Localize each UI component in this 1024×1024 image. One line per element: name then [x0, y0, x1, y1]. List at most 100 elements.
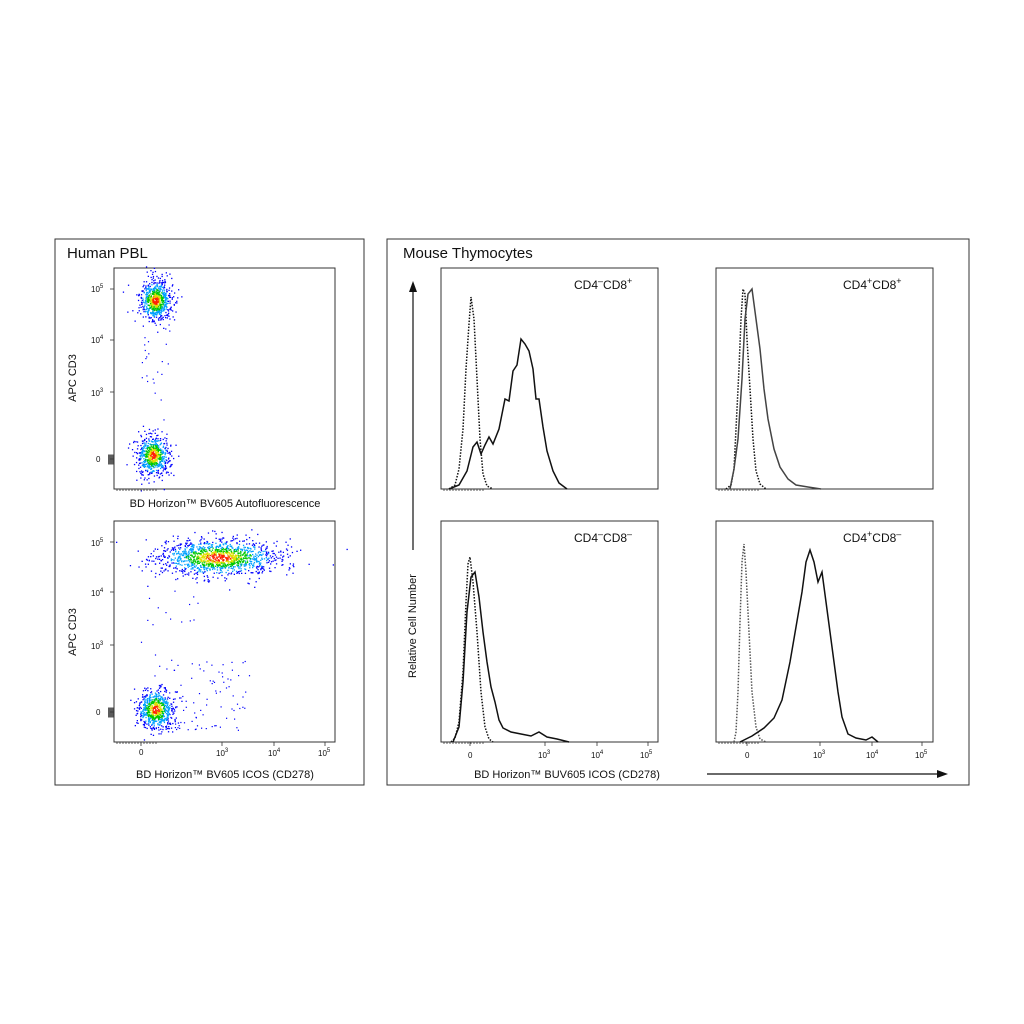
cd3-negative-event	[131, 449, 134, 451]
icos-positive-event	[185, 542, 187, 544]
cd3-negative-event	[150, 444, 152, 446]
icos-positive-event	[222, 553, 225, 555]
icos-negative-event	[167, 722, 169, 724]
sparse-event	[177, 664, 179, 666]
icos-negative-event	[143, 713, 145, 716]
cd3-positive-event	[157, 296, 159, 298]
cd3-positive-event	[146, 301, 149, 303]
cd3-negative-event	[135, 461, 138, 464]
icos-positive-event	[145, 566, 147, 568]
icos-positive-event	[254, 544, 256, 547]
icos-positive-event	[260, 568, 262, 570]
cd3-negative-event	[157, 447, 159, 449]
icos-positive-event	[160, 559, 162, 562]
icos-negative-event	[166, 700, 168, 702]
icos-negative-event	[157, 715, 159, 717]
cd3-negative-event	[143, 447, 145, 449]
icos-positive-event	[237, 548, 239, 550]
icos-positive-event	[287, 556, 290, 558]
icos-negative-event	[169, 722, 171, 724]
icos-positive-event	[201, 557, 203, 559]
icos-positive-event	[266, 551, 268, 553]
icos-positive-event	[176, 545, 178, 547]
sparse-event	[211, 683, 213, 685]
sparse-event	[225, 687, 228, 689]
cd3-negative-event	[139, 459, 141, 461]
icos-negative-event	[174, 710, 176, 712]
icos-positive-event	[185, 543, 187, 545]
icos-positive-event	[229, 552, 231, 554]
icos-negative-event	[139, 702, 141, 704]
icos-positive-event	[239, 566, 241, 568]
cd3-positive-event	[165, 272, 167, 274]
dotplot-top-events	[122, 266, 183, 492]
sparse-event	[213, 681, 216, 683]
icos-positive-event	[169, 564, 171, 566]
icos-negative-event	[138, 704, 140, 707]
cd3-positive-event	[146, 291, 149, 294]
icos-positive-event	[265, 557, 267, 559]
icos-positive-event	[234, 566, 236, 568]
icos-negative-event	[165, 726, 167, 728]
icos-positive-event	[232, 566, 235, 568]
sparse-event	[231, 708, 233, 710]
cd3-positive-event	[152, 293, 154, 295]
icos-negative-event	[147, 701, 149, 704]
cd3-negative-event	[144, 445, 146, 447]
icos-negative-event	[140, 713, 142, 715]
icos-negative-event	[147, 715, 150, 717]
icos-positive-event	[178, 553, 181, 555]
icos-negative-event	[164, 718, 166, 720]
icos-positive-event	[219, 554, 221, 556]
histogram-cd4pos-cd8pos-frame	[715, 267, 934, 490]
icos-positive-event	[193, 559, 195, 561]
icos-positive-event	[190, 549, 192, 551]
icos-positive-event	[233, 557, 235, 559]
icos-positive-event	[240, 555, 242, 557]
cd3-negative-event	[162, 470, 164, 472]
icos-positive-event	[239, 570, 241, 572]
sparse-event	[242, 696, 244, 698]
cd3-negative-event	[151, 452, 153, 455]
icos-positive-event	[227, 563, 229, 566]
icos-positive-event	[243, 560, 245, 562]
icos-negative-event	[164, 687, 166, 689]
icos-positive-event	[252, 566, 254, 569]
icos-positive-event	[258, 560, 260, 563]
cd3-positive-event	[149, 289, 152, 291]
cd3-positive-event	[154, 291, 156, 293]
icos-negative-event	[166, 702, 168, 705]
icos-positive-event	[215, 551, 217, 553]
cd3-positive-event	[162, 292, 165, 294]
icos-positive-event	[236, 547, 239, 549]
icos-negative-event	[165, 708, 167, 710]
icos-positive-event	[203, 550, 205, 552]
icos-positive-event	[192, 544, 194, 546]
icos-positive-event	[225, 557, 227, 559]
icos-positive-event	[231, 555, 233, 557]
cd3-negative-event	[141, 440, 144, 442]
icos-positive-event	[221, 557, 223, 559]
icos-negative-event	[162, 711, 164, 713]
icos-positive-event	[176, 559, 178, 561]
icos-positive-event	[206, 567, 208, 569]
cd3-negative-event	[159, 444, 161, 446]
icos-negative-event	[172, 722, 174, 725]
icos-positive-event	[249, 547, 251, 550]
icos-positive-event	[218, 538, 220, 540]
icos-positive-event	[219, 571, 222, 574]
icos-negative-event	[153, 718, 156, 721]
icos-positive-event	[231, 562, 233, 564]
cd3-positive-event	[162, 293, 164, 295]
cd3-negative-event	[164, 460, 166, 462]
icos-positive-event	[213, 572, 215, 574]
cd3-positive-event	[160, 311, 162, 313]
sparse-event	[178, 725, 180, 727]
icos-positive-event	[188, 564, 190, 566]
icos-negative-event	[155, 705, 157, 707]
icos-positive-event	[221, 558, 223, 560]
cd3-negative-event	[157, 463, 159, 465]
sparse-event	[157, 607, 159, 609]
cd3-negative-event	[139, 458, 141, 460]
icos-positive-event	[163, 570, 165, 572]
